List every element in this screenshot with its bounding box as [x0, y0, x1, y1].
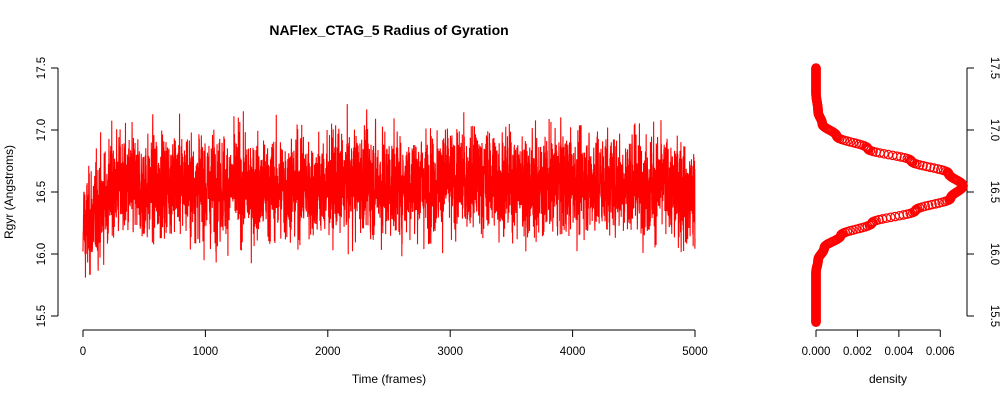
density-point: [932, 164, 943, 174]
density-y-tick-label: 15.5: [988, 305, 1000, 327]
y-tick-label: 16.0: [36, 243, 48, 265]
x-tick-label: 0: [80, 346, 86, 358]
density-point: [811, 63, 821, 73]
density-x-tick-label: 0.000: [802, 346, 831, 358]
chart-title: NAFlex_CTAG_5 Radius of Gyration: [269, 22, 508, 38]
density-point: [923, 200, 934, 211]
x-tick-label: 1000: [193, 346, 219, 358]
rgyr-series-line: [82, 104, 696, 278]
x-tick-label: 2000: [315, 346, 341, 358]
y-axis-label: Rgyr (Angstroms): [2, 145, 16, 239]
density-plot: 15.5 16.0 16.5 17.0 17.5 0.000 0.002 0.004 0.006: [802, 57, 1000, 358]
x-tick-label: 4000: [560, 346, 586, 358]
density-x-tick-label: 0.004: [884, 346, 913, 358]
density-point: [875, 148, 885, 158]
density-y-tick-label: 17.5: [988, 57, 1000, 79]
density-point: [929, 163, 939, 173]
density-point: [927, 199, 937, 210]
x-axis-label: Time (frames): [352, 372, 426, 386]
density-y-tick-label: 16.0: [988, 243, 1000, 265]
density-x-tick-label: 0.002: [843, 346, 872, 358]
x-tick-label: 3000: [437, 346, 463, 358]
y-tick-label: 17.0: [36, 119, 48, 141]
y-tick-label: 17.5: [36, 57, 48, 79]
density-y-tick-label: 16.5: [988, 181, 1000, 203]
y-tick-label: 15.5: [36, 305, 48, 327]
main-plot: 15.5 16.0 16.5 17.0 17.5 0 1000 2000 3000 4000 500…: [36, 57, 708, 358]
x-tick-label: 5000: [682, 346, 708, 358]
density-x-tick-label: 0.006: [926, 346, 955, 358]
density-point: [899, 152, 910, 163]
density-point: [925, 162, 936, 173]
density-x-axis-label: density: [869, 372, 907, 386]
density-point: [930, 199, 941, 209]
y-tick-label: 16.5: [36, 181, 48, 203]
density-y-tick-label: 17.0: [988, 119, 1000, 141]
density-point: [898, 210, 909, 220]
density-point: [921, 161, 932, 172]
density-point: [874, 214, 884, 225]
